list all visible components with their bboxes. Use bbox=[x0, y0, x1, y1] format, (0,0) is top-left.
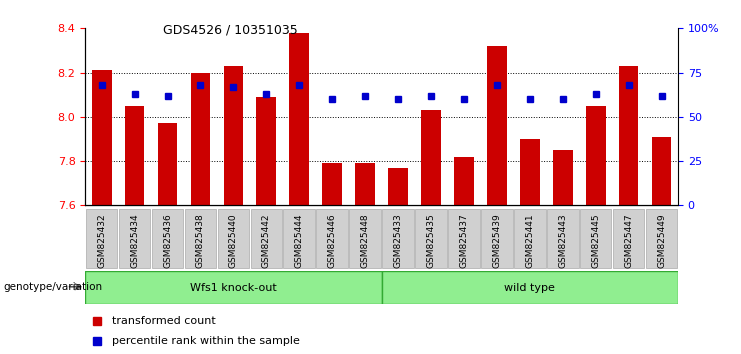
Text: GSM825438: GSM825438 bbox=[196, 213, 205, 268]
Text: GSM825432: GSM825432 bbox=[97, 213, 106, 268]
Bar bbox=[553, 150, 573, 205]
Bar bbox=[355, 163, 375, 205]
Bar bbox=[158, 124, 177, 205]
FancyBboxPatch shape bbox=[218, 209, 249, 268]
FancyBboxPatch shape bbox=[316, 209, 348, 268]
Text: GSM825437: GSM825437 bbox=[459, 213, 468, 268]
Text: GSM825442: GSM825442 bbox=[262, 213, 271, 268]
FancyBboxPatch shape bbox=[514, 209, 545, 268]
FancyBboxPatch shape bbox=[152, 209, 183, 268]
Text: GDS4526 / 10351035: GDS4526 / 10351035 bbox=[163, 23, 298, 36]
FancyBboxPatch shape bbox=[613, 209, 645, 268]
FancyBboxPatch shape bbox=[481, 209, 513, 268]
Text: GSM825436: GSM825436 bbox=[163, 213, 172, 268]
Text: GSM825433: GSM825433 bbox=[393, 213, 402, 268]
FancyBboxPatch shape bbox=[382, 271, 678, 304]
Bar bbox=[92, 70, 112, 205]
Text: transformed count: transformed count bbox=[112, 316, 216, 326]
FancyBboxPatch shape bbox=[448, 209, 479, 268]
Bar bbox=[651, 137, 671, 205]
FancyBboxPatch shape bbox=[250, 209, 282, 268]
Text: GSM825434: GSM825434 bbox=[130, 213, 139, 268]
FancyBboxPatch shape bbox=[85, 271, 382, 304]
Text: GSM825439: GSM825439 bbox=[492, 213, 502, 268]
Bar bbox=[520, 139, 539, 205]
Text: GSM825447: GSM825447 bbox=[624, 213, 633, 268]
Bar bbox=[388, 168, 408, 205]
Text: GSM825449: GSM825449 bbox=[657, 213, 666, 268]
FancyBboxPatch shape bbox=[349, 209, 381, 268]
FancyBboxPatch shape bbox=[119, 209, 150, 268]
FancyBboxPatch shape bbox=[382, 209, 414, 268]
Bar bbox=[619, 66, 639, 205]
Text: GSM825445: GSM825445 bbox=[591, 213, 600, 268]
Bar bbox=[586, 106, 605, 205]
Text: Wfs1 knock-out: Wfs1 knock-out bbox=[190, 282, 277, 293]
Text: GSM825443: GSM825443 bbox=[558, 213, 568, 268]
Text: GSM825444: GSM825444 bbox=[295, 213, 304, 268]
FancyBboxPatch shape bbox=[415, 209, 447, 268]
Text: GSM825448: GSM825448 bbox=[361, 213, 370, 268]
Bar bbox=[454, 156, 473, 205]
Bar bbox=[290, 33, 309, 205]
FancyBboxPatch shape bbox=[580, 209, 611, 268]
FancyBboxPatch shape bbox=[284, 209, 315, 268]
Bar bbox=[224, 66, 243, 205]
FancyBboxPatch shape bbox=[185, 209, 216, 268]
Bar bbox=[322, 163, 342, 205]
Bar bbox=[190, 73, 210, 205]
Bar bbox=[256, 97, 276, 205]
Text: GSM825435: GSM825435 bbox=[427, 213, 436, 268]
FancyBboxPatch shape bbox=[86, 209, 118, 268]
FancyBboxPatch shape bbox=[645, 209, 677, 268]
Text: GSM825441: GSM825441 bbox=[525, 213, 534, 268]
Text: GSM825446: GSM825446 bbox=[328, 213, 336, 268]
Text: genotype/variation: genotype/variation bbox=[4, 282, 103, 292]
FancyBboxPatch shape bbox=[547, 209, 579, 268]
Text: percentile rank within the sample: percentile rank within the sample bbox=[112, 336, 300, 346]
Bar bbox=[124, 106, 144, 205]
Text: wild type: wild type bbox=[505, 282, 555, 293]
Bar bbox=[421, 110, 441, 205]
Text: GSM825440: GSM825440 bbox=[229, 213, 238, 268]
Bar bbox=[487, 46, 507, 205]
